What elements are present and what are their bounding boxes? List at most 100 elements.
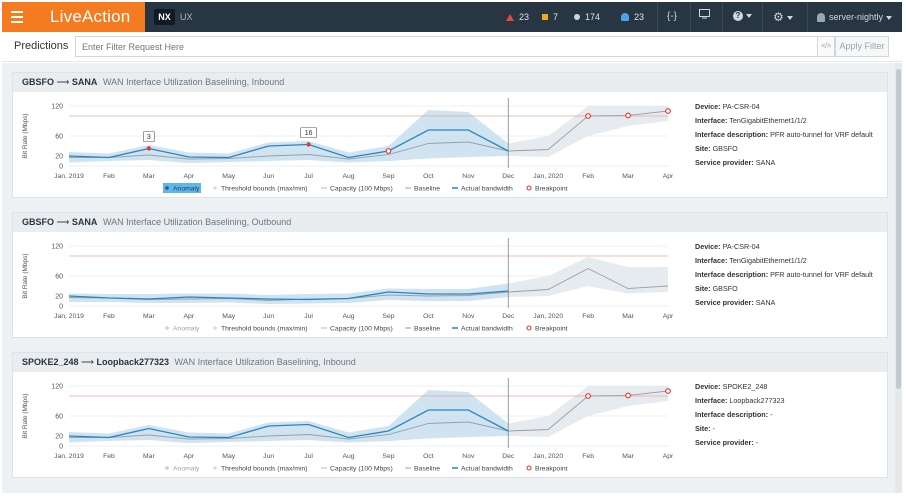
y-tick-label: 60	[55, 414, 63, 421]
service-provider-value: SANA	[755, 298, 776, 307]
predictions-list: GBSFO ⟶ SANA WAN Interface Utilization B…	[2, 63, 902, 493]
critical-alerts[interactable]: 23	[506, 2, 529, 32]
gear-icon: ⚙	[773, 10, 784, 24]
interface-info: Device: SPOKE2_248 Interface: Loopback27…	[695, 380, 785, 450]
bell-icon	[621, 13, 629, 21]
panel-subtitle: WAN Interface Utilization Baselining, In…	[102, 77, 285, 87]
warning-alerts[interactable]: 7	[542, 2, 558, 32]
chevron-down-icon	[786, 16, 793, 21]
x-tick-label: Jan, 2019	[54, 453, 84, 460]
x-tick-label: Jun	[263, 313, 274, 320]
user-icon	[817, 13, 825, 23]
prediction-panel: SPOKE2_248 ⟶ Loopback277323 WAN Interfac…	[12, 352, 888, 478]
x-tick-label: Apr	[663, 453, 674, 460]
x-tick-label: Jul	[304, 453, 313, 460]
x-tick-label: Jan, 2020	[533, 313, 563, 320]
interface-value: Loopback277323	[729, 396, 785, 405]
settings-menu[interactable]: ⚙	[773, 2, 793, 32]
baseline-line	[68, 267, 669, 301]
x-tick-label: Dec	[502, 173, 515, 180]
monitor-icon[interactable]	[699, 2, 710, 32]
y-tick-label: 0	[59, 164, 63, 171]
panel-to: SANA	[71, 217, 98, 227]
breakpoint-point	[665, 108, 671, 114]
interface-value: TenGigabitEthernet1/1/2	[729, 256, 807, 265]
mode-nx-toggle[interactable]: NX	[154, 9, 175, 25]
x-tick-label: Apr	[184, 313, 195, 320]
panel-subtitle: WAN Interface Utilization Baselining, Ou…	[102, 217, 292, 227]
notifications[interactable]: 23	[621, 2, 644, 32]
breakpoint-point	[585, 393, 592, 399]
device-value: PA-CSR-04	[722, 242, 760, 251]
info-alert-count: 174	[585, 12, 601, 22]
site-value: GBSFO	[712, 144, 738, 153]
interface-description-label: Interface description:	[695, 270, 769, 279]
interface-info: Device: PA-CSR-04 Interface: TenGigabitE…	[695, 240, 873, 310]
legend-label-actual: Actual bandwidth	[461, 466, 513, 473]
critical-alert-icon	[506, 13, 514, 21]
x-tick-label: Mar	[622, 313, 634, 320]
x-tick-label: Mar	[143, 313, 155, 320]
code-braces-icon[interactable]: {-}	[667, 11, 678, 22]
site-value: -	[712, 424, 715, 433]
x-tick-label: Nov	[462, 173, 475, 180]
x-tick-label: Aug	[342, 173, 354, 180]
threshold-band-predicted	[508, 386, 668, 437]
scrollbar-thumb[interactable]	[896, 69, 901, 389]
legend-label-threshold: Threshold bounds (max/min)	[221, 186, 308, 193]
user-menu[interactable]: server-nightly	[817, 2, 893, 32]
x-tick-label: Apr	[663, 313, 674, 320]
legend-label-capacity: Capacity (100 Mbps)	[330, 186, 393, 193]
x-tick-label: Mar	[622, 173, 634, 180]
legend-label-capacity: Capacity (100 Mbps)	[330, 326, 393, 333]
legend-label-breakpoint: Breakpoint	[535, 326, 568, 333]
anomaly-label: 3	[147, 134, 151, 141]
info-alerts[interactable]: 174	[574, 2, 600, 32]
prediction-chart: 0 20 60 120 Bit Rate (Mbps) Jan, 2019 Feb Mar Ap…	[22, 378, 674, 473]
legend-label-actual: Actual bandwidth	[461, 186, 513, 193]
service-provider-label: Service provider:	[695, 298, 754, 307]
brand-logo[interactable]: LiveAction	[32, 2, 145, 32]
x-tick-label: Apr	[663, 173, 674, 180]
breakpoint-point	[625, 112, 631, 119]
legend-swatch-breakpoint	[526, 185, 532, 191]
device-label: Device:	[695, 382, 721, 391]
interface-description-label: Interface description:	[695, 130, 769, 139]
help-menu[interactable]: ?	[733, 2, 752, 32]
interface-label: Interface:	[695, 116, 728, 125]
x-tick-label: Jun	[263, 453, 274, 460]
menu-icon[interactable]	[2, 2, 32, 32]
anomaly-point	[306, 142, 311, 147]
help-icon: ?	[733, 11, 743, 22]
breakpoint-point	[665, 388, 671, 394]
x-tick-label: Feb	[103, 173, 115, 180]
legend-label-actual: Actual bandwidth	[461, 326, 513, 333]
legend-swatch-anomaly	[165, 466, 169, 470]
x-tick-label: Jan, 2020	[533, 453, 563, 460]
actual-bandwidth-line	[68, 290, 509, 301]
interface-label: Interface:	[695, 256, 728, 265]
apply-filter-button[interactable]: Apply Filter	[835, 36, 889, 57]
actual-bandwidth-line	[68, 129, 509, 159]
critical-alert-count: 23	[519, 12, 530, 22]
divider	[762, 2, 763, 32]
filter-input[interactable]	[75, 36, 817, 57]
y-tick-label: 20	[55, 154, 63, 161]
notification-count: 23	[634, 12, 645, 22]
y-tick-label: 60	[55, 274, 63, 281]
code-toggle-button[interactable]: </>	[817, 36, 835, 57]
prediction-panel: GBSFO ⟶ SANA WAN Interface Utilization B…	[12, 72, 888, 198]
x-tick-label: Dec	[502, 453, 515, 460]
x-tick-label: Oct	[423, 173, 434, 180]
x-tick-label: Feb	[582, 313, 594, 320]
prediction-chart: 3 16 0 20 60 120 Bit Rate (Mbps) Jan, 2019 Feb Ma…	[22, 98, 674, 193]
legend-label-capacity: Capacity (100 Mbps)	[330, 466, 393, 473]
panel-to: Loopback277323	[96, 357, 169, 367]
scrollbar[interactable]	[895, 63, 902, 493]
y-tick-label: 0	[59, 444, 63, 451]
mode-ux-toggle[interactable]: UX	[180, 12, 193, 22]
y-tick-label: 20	[55, 294, 63, 301]
y-tick-label: 120	[51, 104, 63, 111]
warning-alert-count: 7	[553, 12, 559, 22]
threshold-band-predicted	[508, 257, 668, 297]
